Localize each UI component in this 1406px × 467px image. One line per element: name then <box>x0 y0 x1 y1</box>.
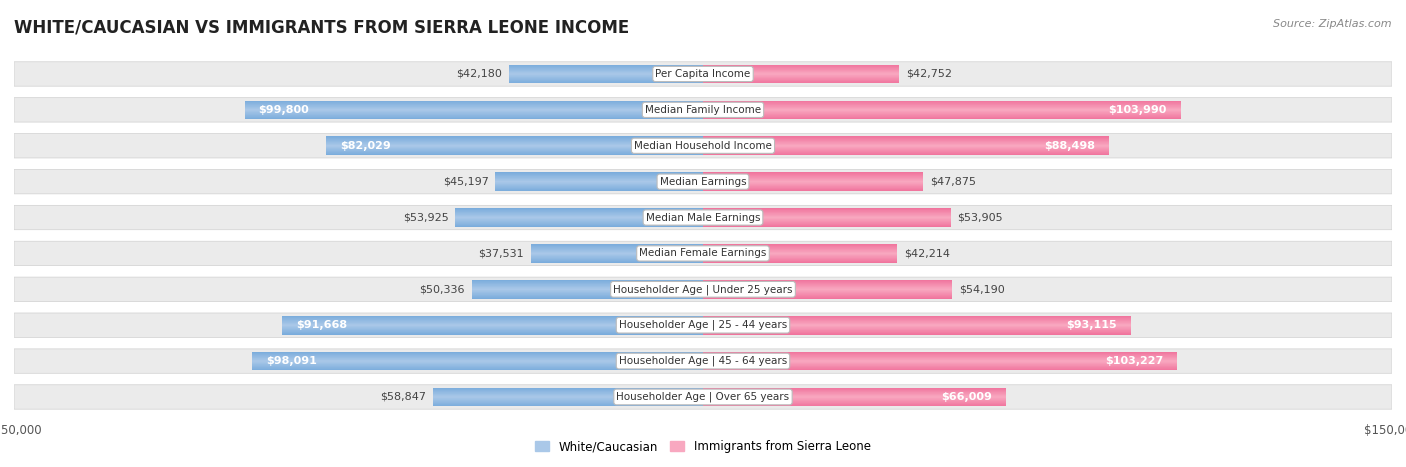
Text: $103,990: $103,990 <box>1108 105 1167 115</box>
FancyBboxPatch shape <box>14 385 1392 409</box>
Text: $45,197: $45,197 <box>443 177 488 187</box>
Text: $42,214: $42,214 <box>904 248 950 258</box>
Text: WHITE/CAUCASIAN VS IMMIGRANTS FROM SIERRA LEONE INCOME: WHITE/CAUCASIAN VS IMMIGRANTS FROM SIERR… <box>14 19 630 37</box>
Text: Median Household Income: Median Household Income <box>634 141 772 151</box>
FancyBboxPatch shape <box>14 241 1392 266</box>
Text: Householder Age | Under 25 years: Householder Age | Under 25 years <box>613 284 793 295</box>
Text: Householder Age | Over 65 years: Householder Age | Over 65 years <box>616 392 790 402</box>
FancyBboxPatch shape <box>14 205 1392 230</box>
FancyBboxPatch shape <box>14 134 1392 158</box>
Legend: White/Caucasian, Immigrants from Sierra Leone: White/Caucasian, Immigrants from Sierra … <box>530 436 876 458</box>
Text: Householder Age | 25 - 44 years: Householder Age | 25 - 44 years <box>619 320 787 331</box>
FancyBboxPatch shape <box>14 98 1392 122</box>
FancyBboxPatch shape <box>14 62 1392 86</box>
FancyBboxPatch shape <box>14 313 1392 337</box>
Text: $37,531: $37,531 <box>478 248 523 258</box>
Text: $54,190: $54,190 <box>959 284 1004 294</box>
Text: $91,668: $91,668 <box>295 320 347 330</box>
Text: $93,115: $93,115 <box>1066 320 1116 330</box>
Text: $88,498: $88,498 <box>1045 141 1095 151</box>
Text: $53,905: $53,905 <box>957 212 1002 223</box>
FancyBboxPatch shape <box>14 349 1392 373</box>
Text: Median Earnings: Median Earnings <box>659 177 747 187</box>
Text: $47,875: $47,875 <box>929 177 976 187</box>
Text: Per Capita Income: Per Capita Income <box>655 69 751 79</box>
FancyBboxPatch shape <box>14 170 1392 194</box>
Text: $66,009: $66,009 <box>942 392 993 402</box>
Text: Median Female Earnings: Median Female Earnings <box>640 248 766 258</box>
Text: $53,925: $53,925 <box>402 212 449 223</box>
Text: Median Family Income: Median Family Income <box>645 105 761 115</box>
Text: Source: ZipAtlas.com: Source: ZipAtlas.com <box>1274 19 1392 28</box>
Text: $82,029: $82,029 <box>340 141 391 151</box>
Text: Median Male Earnings: Median Male Earnings <box>645 212 761 223</box>
Text: $42,752: $42,752 <box>907 69 952 79</box>
Text: $99,800: $99,800 <box>259 105 309 115</box>
FancyBboxPatch shape <box>14 277 1392 302</box>
Text: $42,180: $42,180 <box>457 69 502 79</box>
Text: Householder Age | 45 - 64 years: Householder Age | 45 - 64 years <box>619 356 787 366</box>
Text: $98,091: $98,091 <box>266 356 318 366</box>
Text: $58,847: $58,847 <box>380 392 426 402</box>
Text: $103,227: $103,227 <box>1105 356 1163 366</box>
Text: $50,336: $50,336 <box>419 284 465 294</box>
